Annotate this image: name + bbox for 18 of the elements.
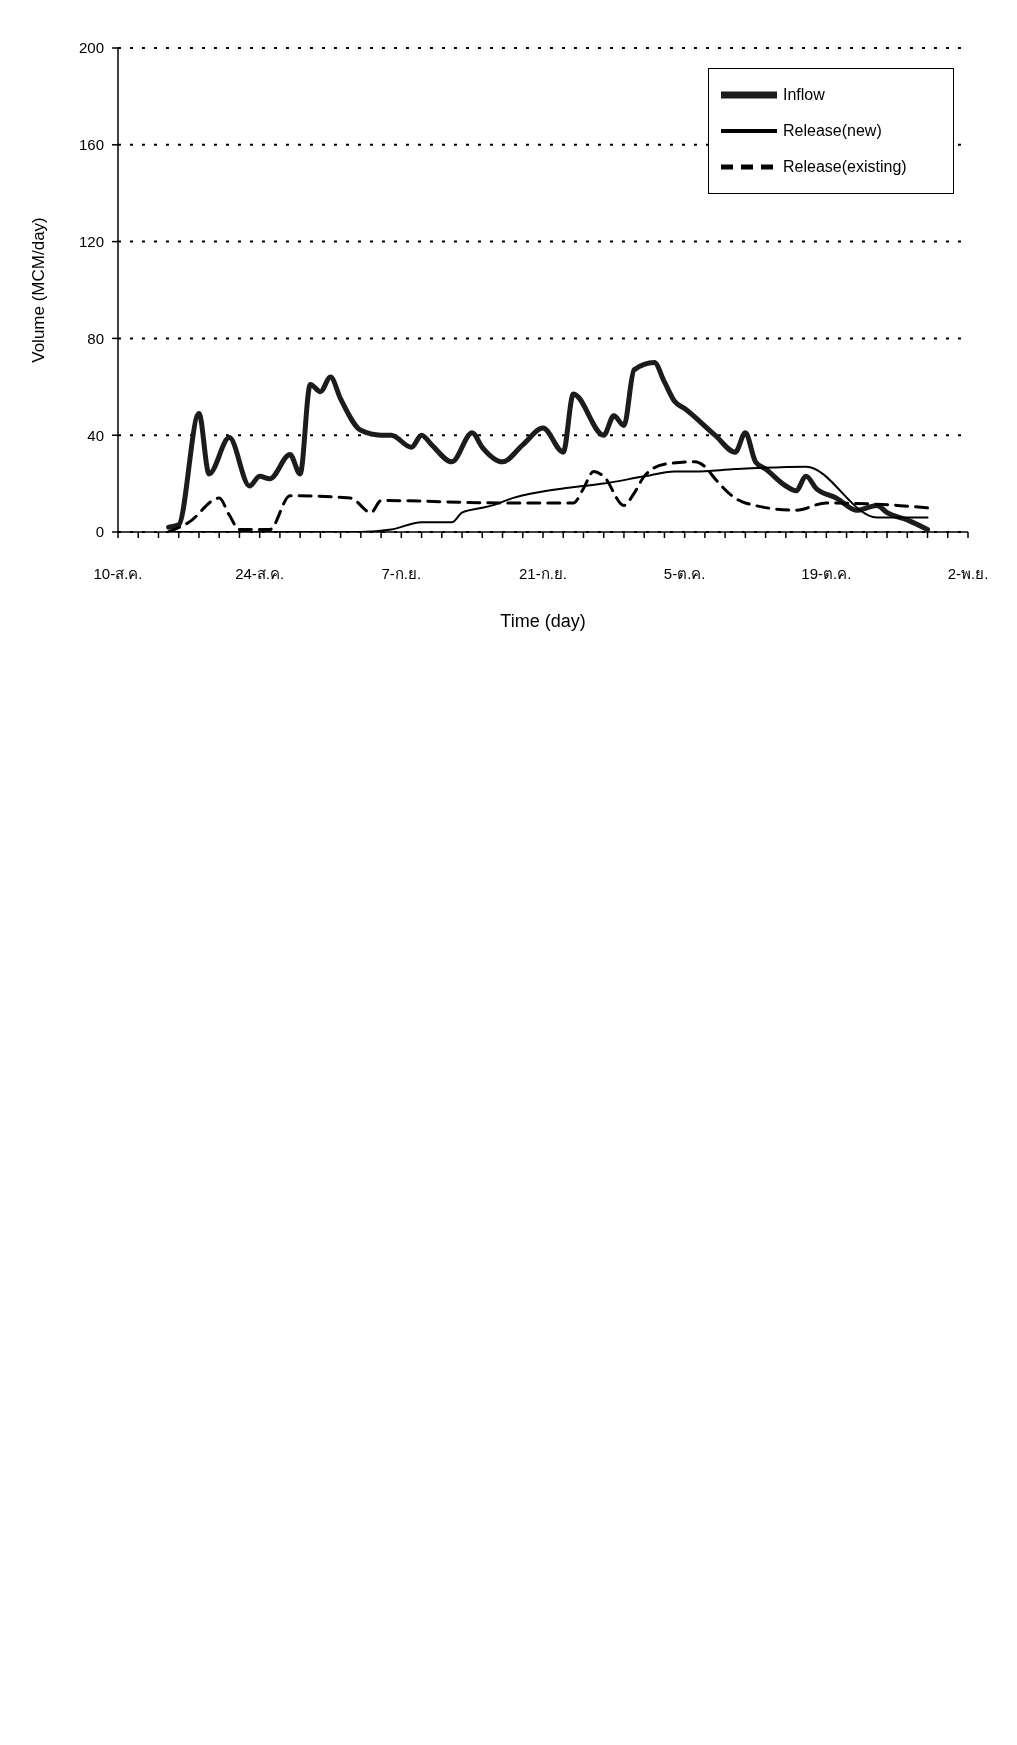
y-tick-label: 0 xyxy=(95,523,104,541)
x-tick-label: 7-ก.ย. xyxy=(381,564,422,582)
x-tick-label: 2-พ.ย. xyxy=(947,564,989,582)
legend-label: Inflow xyxy=(783,86,825,104)
x-tick-label: 10-ส.ค. xyxy=(93,564,143,582)
x-axis-title: Time (day) xyxy=(500,611,586,631)
y-tick-label: 40 xyxy=(87,426,104,444)
y-axis-title: Volume (MCM/day) xyxy=(29,217,49,363)
y-tick-label: 80 xyxy=(87,329,104,347)
legend-label: Release(existing) xyxy=(783,158,907,176)
y-tick-label: 120 xyxy=(78,232,104,250)
x-tick-label: 21-ก.ย. xyxy=(518,564,568,582)
y-tick-label: 200 xyxy=(78,39,104,57)
y-tick-label: 160 xyxy=(78,136,104,154)
legend-label: Release(new) xyxy=(783,122,882,140)
x-tick-label: 5-ต.ค. xyxy=(663,564,706,582)
x-tick-label: 19-ต.ค. xyxy=(801,564,852,582)
x-tick-label: 24-ส.ค. xyxy=(235,564,285,582)
